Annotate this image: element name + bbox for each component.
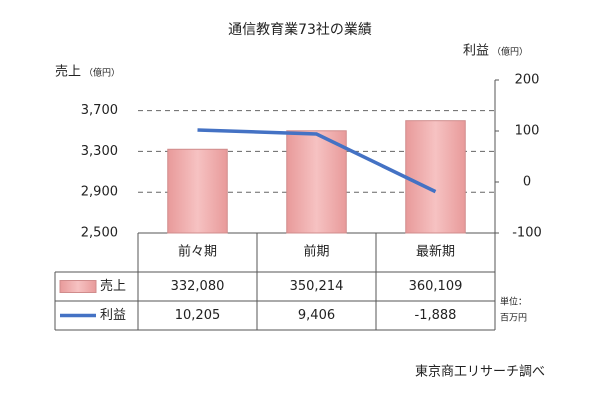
x-tick-label: 前々期	[178, 244, 217, 260]
table-value: -1,888	[415, 308, 457, 323]
legend-label: 売上	[100, 278, 126, 294]
unit-note: 百万円	[500, 313, 527, 324]
table-value: 350,214	[290, 279, 344, 294]
y2-tick-label: 100	[515, 124, 540, 139]
bar	[167, 148, 228, 234]
legend-swatch	[59, 280, 97, 293]
y2-tick-label: 200	[515, 73, 540, 88]
chart-title: 通信教育業73社の業績	[228, 22, 372, 38]
y-tick-label: 2,500	[81, 226, 118, 241]
y-tick-label: 3,700	[81, 103, 118, 118]
x-tick-label: 前期	[303, 244, 329, 260]
y2-tick-label: -100	[512, 226, 542, 241]
y2-tick-label: 0	[523, 175, 531, 190]
y2-axis-label: 利益	[463, 44, 489, 59]
unit-note: 単位：	[500, 296, 527, 308]
source: 東京商工リサーチ調べ	[415, 364, 545, 380]
y-axis-unit: （億円）	[84, 67, 120, 79]
y-tick-label: 2,900	[81, 185, 118, 200]
x-tick-label: 最新期	[416, 244, 455, 260]
y-tick-label: 3,300	[81, 144, 118, 159]
y2-axis-unit: （億円）	[492, 46, 528, 58]
bar	[405, 120, 466, 234]
legend-label: 利益	[100, 308, 126, 323]
line	[197, 128, 437, 194]
table-value: 360,109	[409, 279, 463, 294]
table-value: 10,205	[175, 308, 221, 323]
bar	[286, 130, 347, 234]
table-value: 9,406	[298, 308, 335, 323]
y-axis-label: 売上	[55, 64, 81, 80]
table-value: 332,080	[171, 279, 225, 294]
